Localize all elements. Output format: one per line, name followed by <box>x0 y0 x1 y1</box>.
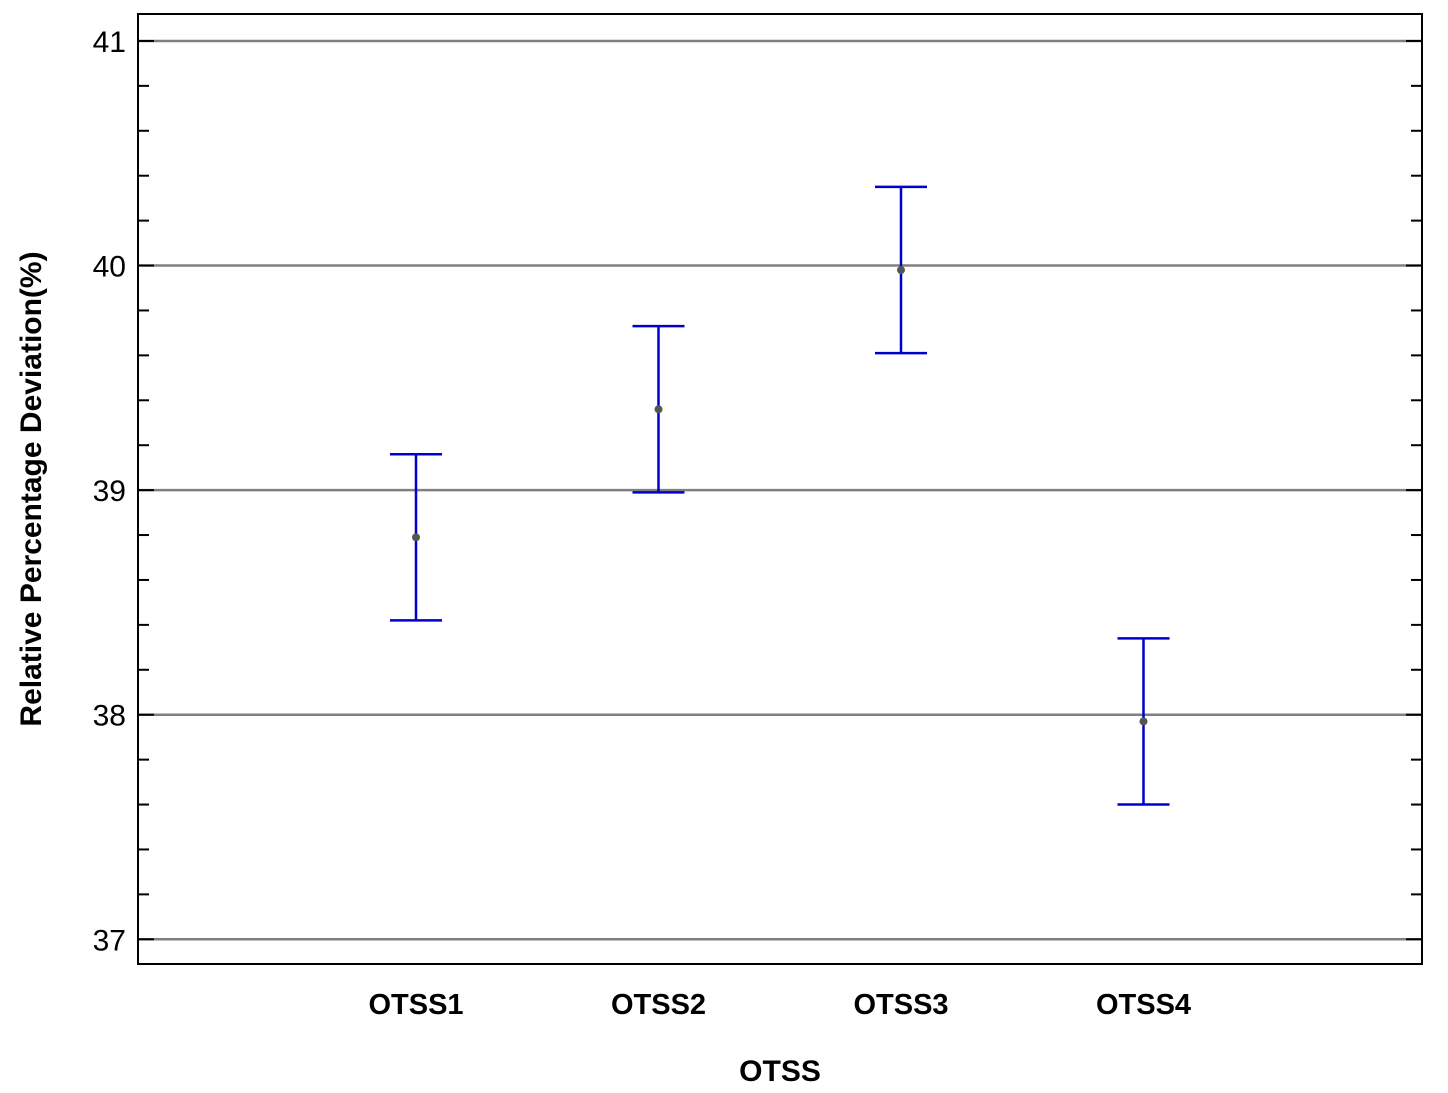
y-axis-title: Relative Percentage Deviation(%) <box>15 251 48 726</box>
error-bar-otss3 <box>875 185 927 355</box>
mean-point <box>1139 717 1148 726</box>
x-tick-label: OTSS2 <box>611 989 706 1021</box>
x-axis-title: OTSS <box>739 1055 821 1088</box>
mean-point <box>654 405 663 414</box>
y-tick-label: 37 <box>93 924 126 957</box>
y-tick-label: 40 <box>93 251 126 284</box>
y-tick-label: 39 <box>93 475 126 508</box>
error-bar-otss4 <box>1117 637 1170 806</box>
error-bars <box>390 185 1170 806</box>
x-tick-label: OTSS1 <box>368 989 463 1021</box>
x-tick-label: OTSS3 <box>853 989 948 1021</box>
y-tick-labels: 37 38 39 40 41 <box>93 26 126 957</box>
y-tick-label: 41 <box>93 26 126 59</box>
y-tick-label: 38 <box>93 700 126 733</box>
mean-point <box>897 266 905 275</box>
error-bar-otss1 <box>390 452 442 622</box>
x-tick-label: OTSS4 <box>1096 989 1191 1021</box>
error-bar-otss2 <box>632 324 685 494</box>
plot-frame <box>137 13 1423 965</box>
x-tick-labels: OTSS1 OTSS2 OTSS3 OTSS4 <box>368 989 1191 1021</box>
minor-ticks <box>138 39 1422 941</box>
mean-point <box>412 533 420 542</box>
grid-lines <box>138 39 1422 941</box>
